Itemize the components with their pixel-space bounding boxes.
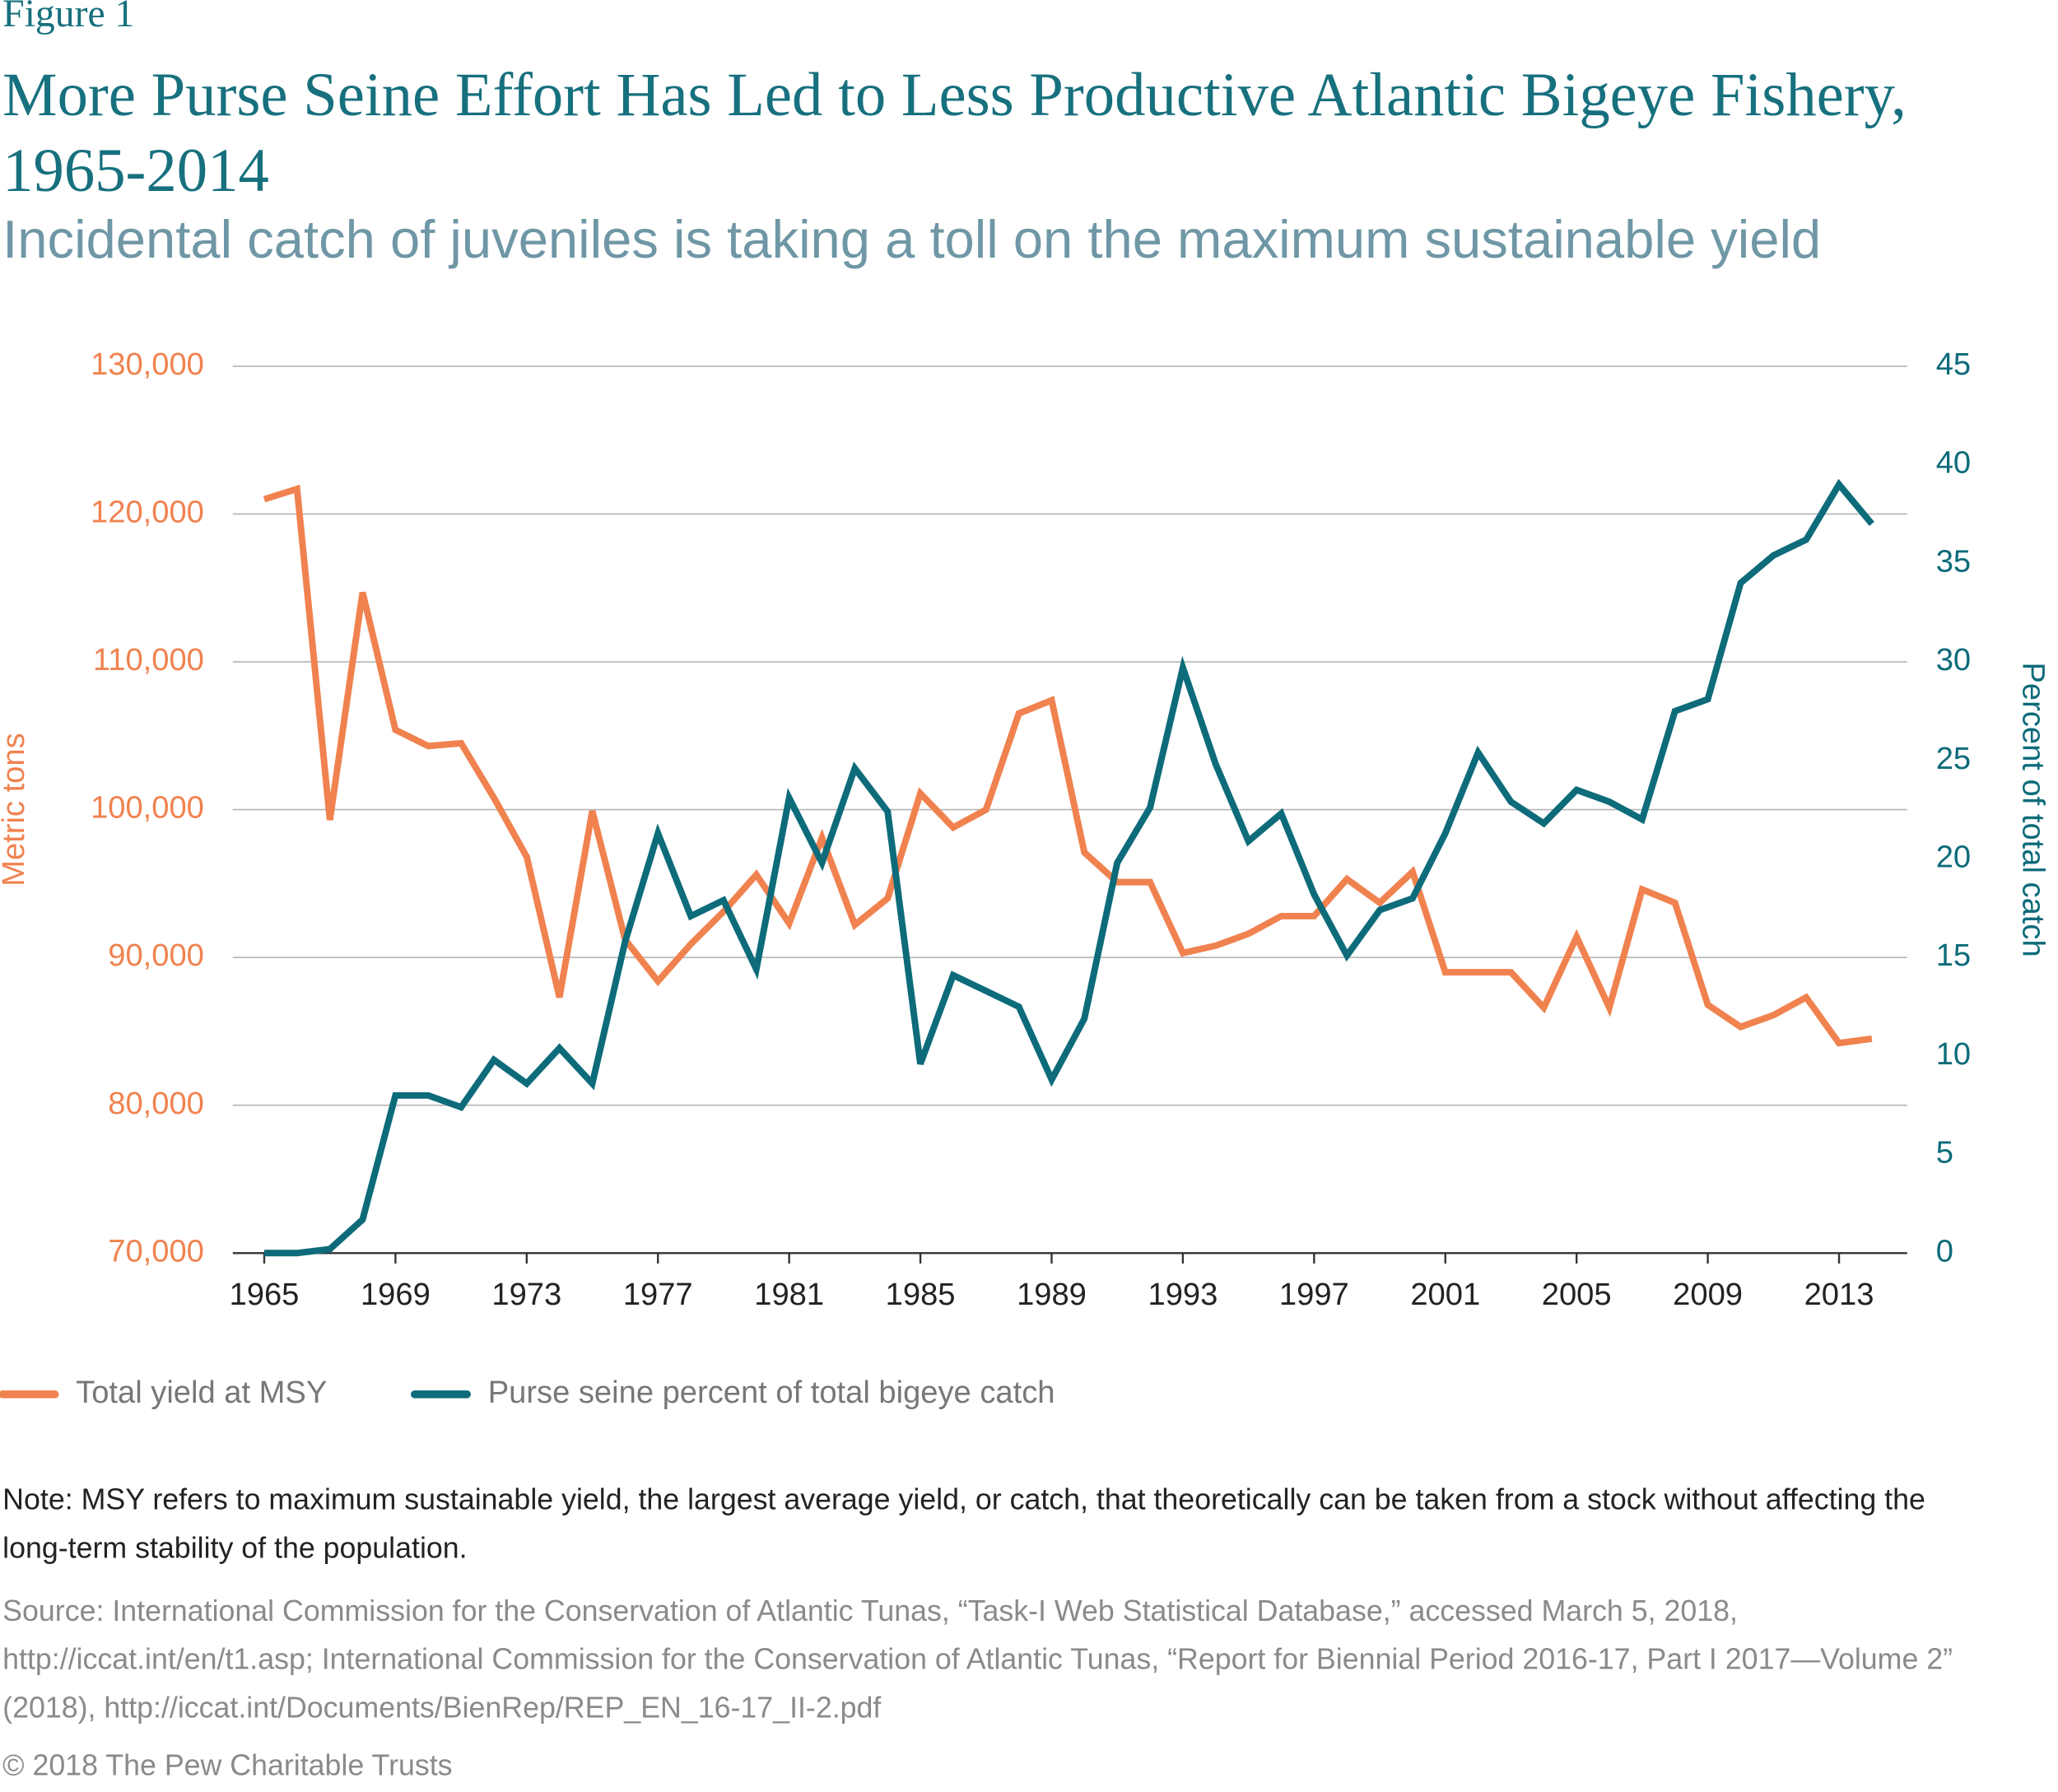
y2-tick-label: 30 bbox=[1936, 642, 1971, 677]
y2-tick-label: 35 bbox=[1936, 543, 1971, 579]
x-tick-label: 2009 bbox=[1673, 1277, 1743, 1312]
legend-label: Total yield at MSY bbox=[76, 1375, 327, 1410]
y2-tick-label: 20 bbox=[1936, 840, 1971, 875]
y2-tick-label: 5 bbox=[1936, 1135, 1953, 1171]
x-tick-label: 1993 bbox=[1148, 1277, 1218, 1312]
source: Source: International Commission for the… bbox=[2, 1594, 1953, 1725]
x-tick-label: 1981 bbox=[754, 1277, 824, 1312]
y-tick-label: 110,000 bbox=[93, 642, 204, 677]
y-tick-label: 100,000 bbox=[91, 790, 204, 826]
chart-title: More Purse Seine Effort Has Led to Less … bbox=[2, 61, 1907, 206]
y-tick-label: 120,000 bbox=[91, 495, 204, 530]
y-tick-label: 80,000 bbox=[108, 1086, 204, 1121]
y2-axis-label: Percent of total catch bbox=[2016, 663, 2051, 957]
x-tick-label: 2013 bbox=[1804, 1277, 1874, 1312]
x-tick-label: 1997 bbox=[1279, 1277, 1349, 1312]
x-tick-label: 1969 bbox=[361, 1277, 431, 1312]
y-tick-label: 70,000 bbox=[108, 1233, 204, 1268]
y2-tick-label: 15 bbox=[1936, 938, 1971, 973]
y2-tick-label: 25 bbox=[1936, 741, 1971, 776]
y-tick-label: 90,000 bbox=[108, 938, 204, 973]
figure-label: Figure 1 bbox=[2, 0, 135, 35]
x-tick-label: 1985 bbox=[886, 1277, 956, 1312]
line-series bbox=[263, 478, 1874, 1257]
y2-tick-label: 0 bbox=[1936, 1233, 1953, 1268]
x-tick-label: 1977 bbox=[623, 1277, 693, 1312]
y2-tick-label: 10 bbox=[1936, 1036, 1971, 1072]
legend-label: Purse seine percent of total bigeye catc… bbox=[488, 1375, 1055, 1410]
y2-tick-label: 45 bbox=[1936, 347, 1971, 382]
chart-subtitle: Incidental catch of juveniles is taking … bbox=[2, 209, 1822, 270]
y2-tick-label: 40 bbox=[1936, 445, 1971, 481]
y-axis-label: Metric tons bbox=[0, 733, 31, 886]
x-tick-label: 1989 bbox=[1017, 1277, 1087, 1312]
note: Note: MSY refers to maximum sustainable … bbox=[2, 1482, 1925, 1565]
x-tick-label: 2001 bbox=[1410, 1277, 1480, 1312]
line-series bbox=[263, 484, 1873, 1047]
x-tick-label: 1965 bbox=[230, 1277, 300, 1312]
x-tick-label: 2005 bbox=[1542, 1277, 1612, 1312]
copyright: © 2018 The Pew Charitable Trusts bbox=[2, 1748, 453, 1782]
y-tick-label: 130,000 bbox=[91, 347, 204, 382]
x-tick-label: 1973 bbox=[491, 1277, 561, 1312]
